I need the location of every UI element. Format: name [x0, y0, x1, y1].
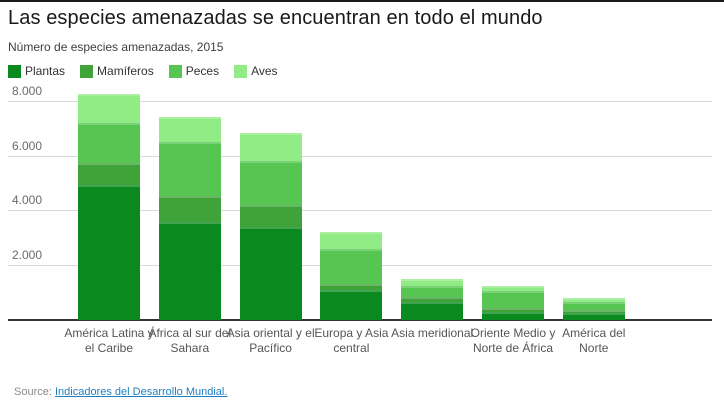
x-axis-baseline: [8, 319, 712, 321]
y-tick-label: 8.000: [12, 84, 43, 98]
legend-item: Mamíferos: [80, 64, 154, 78]
bar-segment: [401, 301, 464, 320]
bar-segment: [401, 285, 464, 297]
legend-item: Plantas: [8, 64, 65, 78]
y-tick-label: 4.000: [12, 193, 43, 207]
bar-segment: [401, 296, 464, 302]
top-border: [0, 0, 724, 2]
x-tick-label: Asia meridional: [391, 326, 474, 340]
bar-column: [78, 94, 140, 320]
bar-segment: [320, 290, 383, 320]
legend-item: Peces: [168, 64, 220, 78]
bar-segment: [320, 249, 383, 285]
bar-segment: [78, 185, 140, 320]
bar-segment: [482, 285, 544, 292]
bar-column: [320, 231, 383, 320]
bar-segment: [78, 94, 140, 124]
legend-label: Peces: [185, 64, 220, 78]
bar-segment: [78, 162, 140, 186]
x-tick-label: América Latina y el Caribe: [64, 326, 154, 355]
bar-segment: [562, 310, 625, 314]
bar-segment: [239, 205, 302, 227]
bar-segment: [562, 302, 625, 311]
x-tick-label: América del Norte: [562, 326, 626, 355]
bar-segment: [320, 231, 383, 250]
bar-segment: [320, 284, 383, 291]
chart-subtitle: Número de especies amenazadas, 2015: [8, 40, 224, 54]
source-line: Source: Indicadores del Desarrollo Mundi…: [14, 386, 227, 398]
bar-segment: [401, 278, 464, 286]
bar-segment: [562, 297, 625, 303]
bar-column: [482, 285, 544, 320]
bar-segment: [239, 160, 302, 206]
y-tick-label: 2.000: [12, 247, 43, 262]
legend-label: Aves: [251, 64, 278, 78]
bar-segment: [158, 222, 221, 320]
legend-label: Mamíferos: [97, 64, 154, 78]
legend: Plantas Mamíferos Peces Aves: [8, 64, 278, 78]
gridline: [8, 210, 712, 211]
gridline: [8, 155, 712, 157]
legend-swatch-icon: [168, 64, 182, 78]
source-link[interactable]: Indicadores del Desarrollo Mundial.: [54, 386, 228, 398]
bar-segment: [158, 196, 221, 223]
bar-segment: [78, 123, 140, 163]
legend-swatch-icon: [234, 64, 248, 78]
bar-column: [401, 278, 464, 320]
y-tick-label: 6.000: [12, 138, 43, 153]
gridline: [8, 101, 712, 102]
bar-column: [158, 117, 221, 320]
plot-area: 2.000 4.000 6.000 8.000: [0, 85, 724, 321]
bar-segment: [158, 117, 221, 143]
x-tick-label: Oriente Medio y Norte de África: [470, 326, 556, 355]
bar-column: [562, 297, 625, 320]
bar-segment: [482, 291, 544, 308]
x-tick-label: Europa y Asia central: [314, 326, 389, 355]
bar-segment: [239, 133, 302, 161]
legend-swatch-icon: [80, 64, 94, 78]
legend-label: Plantas: [25, 64, 66, 78]
x-tick-label: África al sur del Sahara: [148, 326, 232, 355]
bar-segment: [158, 142, 221, 197]
legend-swatch-icon: [8, 64, 21, 78]
bar-segment: [239, 226, 302, 320]
chart-title: Las especies amenazadas se encuentran en…: [8, 7, 543, 29]
x-tick-label: Asia oriental y el Pacífico: [226, 326, 315, 355]
source-label: Source:: [14, 386, 52, 398]
bar-column: [239, 133, 302, 320]
bar-segment: [562, 313, 625, 320]
x-axis-labels: América Latina y el Caribe África al sur …: [0, 326, 724, 374]
bar-segment: [482, 307, 544, 312]
legend-item: Aves: [234, 64, 278, 78]
bar-segment: [482, 311, 544, 320]
